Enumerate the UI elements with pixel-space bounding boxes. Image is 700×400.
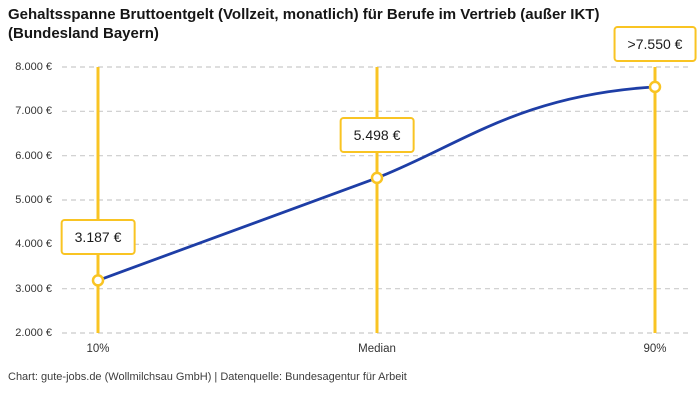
data-point-marker	[91, 274, 105, 287]
chart-title-line-1: Gehaltsspanne Bruttoentgelt (Vollzeit, m…	[8, 6, 600, 23]
salary-curve	[96, 85, 657, 282]
chart-title-line-2: (Bundesland Bayern)	[8, 25, 159, 42]
chart-title: Gehaltsspanne Bruttoentgelt (Vollzeit, m…	[8, 5, 648, 43]
data-point-marker	[648, 80, 662, 94]
chart-source-credit: Chart: gute-jobs.de (Wollmilchsau GmbH) …	[8, 371, 407, 383]
data-point-marker	[370, 171, 384, 185]
